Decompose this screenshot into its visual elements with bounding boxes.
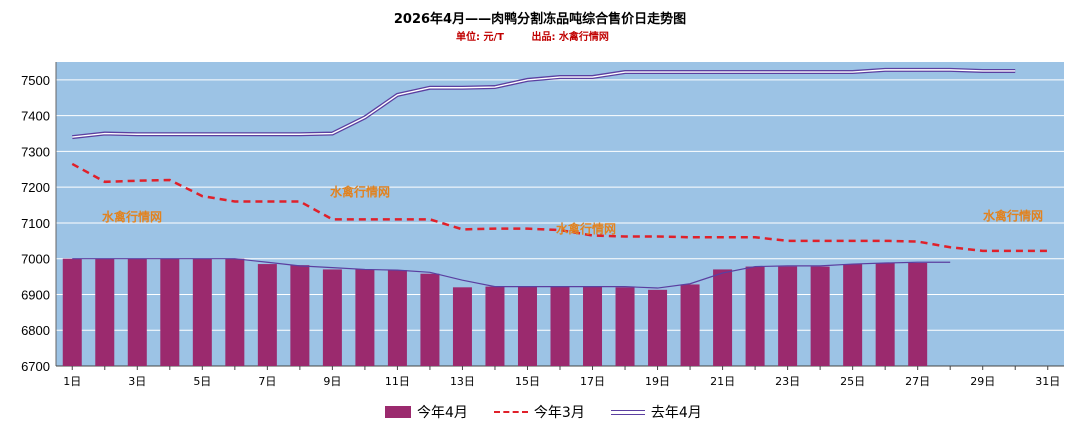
y-tick-label: 7000	[21, 252, 50, 267]
legend-swatch-dashed	[493, 411, 528, 413]
y-tick-label: 7100	[21, 216, 50, 231]
bar	[778, 266, 798, 366]
x-tick-label: 1日	[63, 375, 81, 388]
legend-label-1: 今年3月	[533, 405, 585, 421]
bar	[290, 265, 310, 366]
y-tick-label: 7500	[21, 73, 50, 88]
watermark-text: 水禽行情网	[983, 208, 1043, 223]
bar	[95, 258, 115, 366]
bar	[485, 286, 505, 366]
legend-item-line: 去年4月	[610, 402, 702, 422]
bar	[127, 258, 147, 366]
watermark-text: 水禽行情网	[556, 221, 616, 236]
y-tick-label: 6800	[21, 323, 50, 338]
series-line-last-month	[71, 162, 1048, 253]
x-tick-label: 15日	[515, 375, 540, 388]
chart-subtitle: 单位: 元/T 出品: 水禽行情网	[456, 28, 633, 43]
y-tick-label: 7300	[21, 144, 50, 159]
series-line-last-year-lower	[72, 258, 951, 289]
bar	[713, 269, 733, 366]
legend-item-bar: 今年4月	[385, 402, 468, 422]
bar	[452, 287, 472, 366]
bar	[680, 284, 700, 366]
bar	[648, 289, 668, 366]
bar	[615, 287, 635, 366]
bar	[550, 286, 570, 366]
legend-label-2: 去年4月	[650, 405, 702, 421]
series-line-last-year-inner	[72, 69, 1016, 138]
x-tick-label: 3日	[128, 375, 146, 388]
legend-swatch-bar	[385, 406, 411, 418]
bar	[583, 286, 603, 366]
x-tick-label: 19日	[645, 375, 670, 388]
bar	[322, 269, 342, 366]
bar	[387, 270, 407, 366]
bar	[517, 286, 537, 366]
bar	[160, 258, 180, 366]
x-tick-label: 5日	[193, 375, 211, 388]
x-tick-label: 11日	[385, 375, 410, 388]
bar	[908, 262, 928, 366]
x-tick-label: 13日	[450, 375, 475, 388]
bar	[192, 258, 212, 366]
bar	[810, 266, 830, 366]
watermark-text: 水禽行情网	[330, 184, 390, 199]
chart-legend: 今年4月 今年3月 去年4月	[385, 402, 728, 422]
x-tick-label: 21日	[710, 375, 735, 388]
x-tick-label: 23日	[775, 375, 800, 388]
chart-plot: 6700 6800 6900 7000 7100 7200 7300 7400 7500 1日 3…	[21, 62, 1064, 388]
y-tick-label: 6900	[21, 287, 50, 302]
bar	[420, 273, 440, 366]
unit-label: 单位: 元/T	[456, 32, 504, 43]
bar	[355, 269, 375, 366]
bar	[745, 266, 765, 366]
bar	[843, 264, 863, 366]
y-tick-label: 7200	[21, 180, 50, 195]
bar	[875, 262, 895, 366]
source-label: 出品: 水禽行情网	[531, 32, 609, 43]
watermark-text: 水禽行情网	[102, 209, 162, 224]
chart-title: 2026年4月——肉鸭分割冻品吨综合售价日走势图	[393, 12, 687, 27]
x-tick-label: 7日	[258, 375, 276, 388]
legend-label-0: 今年4月	[417, 405, 468, 421]
x-tick-label: 29日	[970, 375, 995, 388]
bar	[257, 264, 277, 366]
bar	[62, 258, 82, 366]
y-tick-label: 6700	[21, 359, 50, 374]
bar	[225, 258, 245, 366]
x-tick-label: 17日	[580, 375, 605, 388]
x-tick-label: 25日	[840, 375, 865, 388]
x-tick-label: 27日	[905, 375, 930, 388]
x-tick-label: 9日	[323, 375, 341, 388]
y-tick-label: 7400	[21, 109, 50, 124]
legend-swatch-line	[610, 409, 645, 415]
x-tick-label: 31日	[1035, 375, 1060, 388]
legend-item-dashed: 今年3月	[493, 402, 585, 422]
